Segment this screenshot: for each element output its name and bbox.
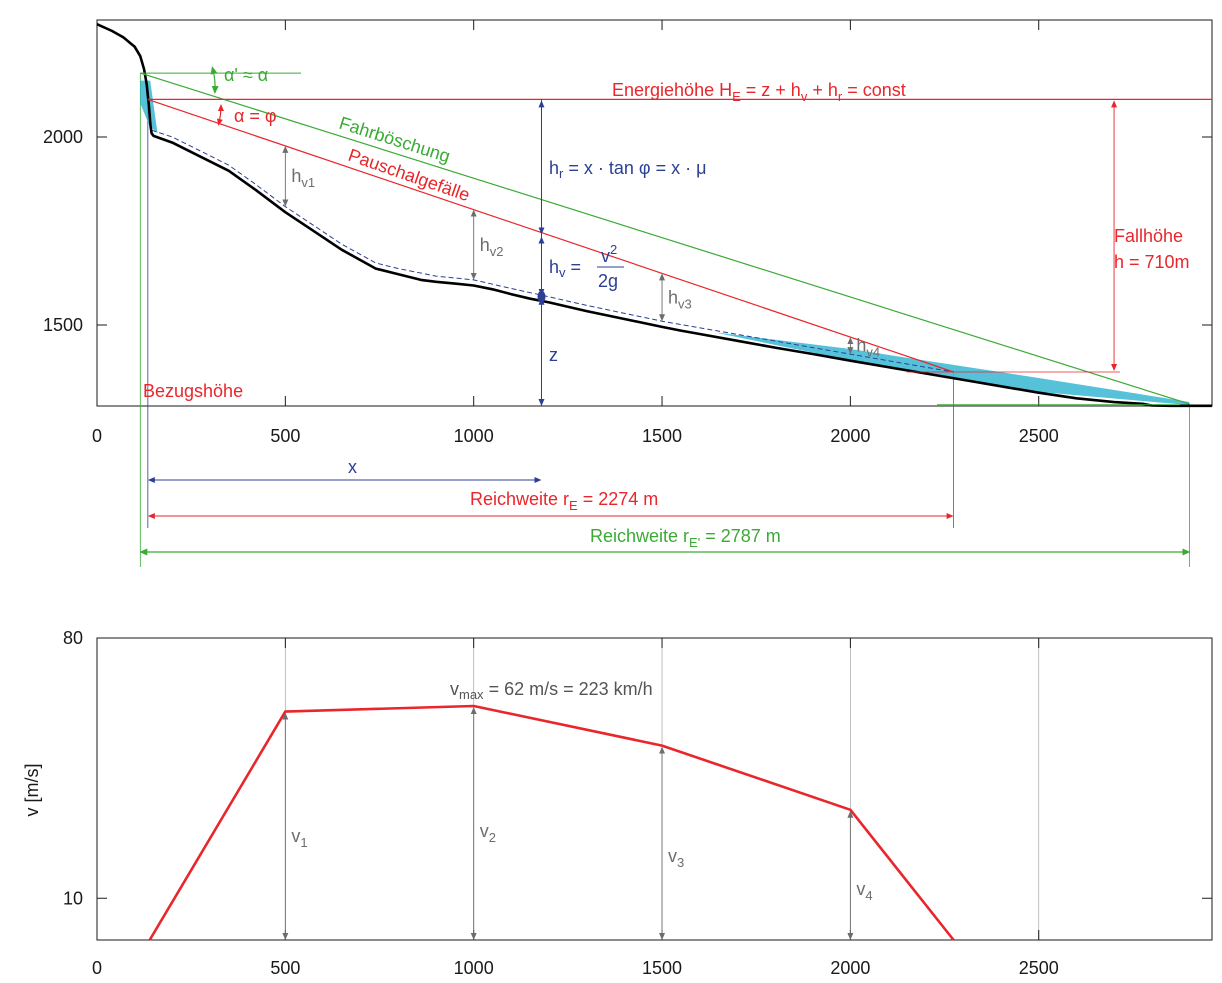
x-tick-label: 2500: [1019, 426, 1059, 446]
v-x-tick-label: 2500: [1019, 958, 1059, 978]
deposit-area: [718, 332, 1190, 406]
x-tick-label: 500: [270, 426, 300, 446]
fallhoehe-value: h = 710m: [1114, 252, 1190, 272]
velocity-panel: 0 500 1000 1500 2000 2500 10 80 v [m/s] v1 v2 v3 v4 v…: [22, 628, 1213, 978]
vmax-label: vmax = 62 m/s = 223 km/h: [450, 679, 653, 702]
alpha-prime-label: α' ≈ α: [224, 65, 268, 85]
x-tick-label: 2000: [830, 426, 870, 446]
v-x-tick-label: 500: [270, 958, 300, 978]
hv-label-1: hv1: [291, 166, 315, 190]
x-tick-label: 1000: [454, 426, 494, 446]
plot-frame: [96, 19, 1213, 407]
hv-label-3: hv3: [668, 287, 692, 311]
flow-centerline: [151, 129, 954, 373]
bezugshoehe-label: Bezugshöhe: [143, 381, 243, 401]
v-x-tick-label: 1500: [642, 958, 682, 978]
hv-label-4: hv4: [856, 336, 880, 360]
alpha-phi-label: α = φ: [234, 106, 277, 126]
x-tick-label: 1500: [642, 426, 682, 446]
v-x-tick-label: 0: [92, 958, 102, 978]
elevation-profile-panel: 0 500 1000 1500 2000 2500 1500 2000 hv1 hv2 hv3 hv4…: [43, 19, 1213, 567]
reichweite-e-label: Reichweite rE = 2274 m: [470, 489, 658, 513]
velocity-y-axis-label: v [m/s]: [22, 764, 42, 817]
energy-height-label: Energiehöhe HE = z + hv + hr = const: [612, 80, 906, 104]
x-tick-label: 0: [92, 426, 102, 446]
hv-formula: hv =: [549, 257, 581, 280]
v-label-4: v4: [856, 879, 872, 903]
fallhoehe-label: Fallhöhe: [1114, 226, 1183, 246]
v-label-2: v2: [480, 821, 496, 845]
alpha-phi-arc: [216, 104, 224, 126]
y-tick-label: 1500: [43, 315, 83, 335]
pauschalgefaelle-line: [147, 98, 954, 373]
velocity-line: [148, 704, 955, 941]
y-tick-label: 2000: [43, 127, 83, 147]
hv-label-2: hv2: [480, 235, 504, 259]
z-label: z: [549, 345, 558, 365]
x-distance-label: x: [348, 457, 357, 477]
v-x-tick-label: 2000: [830, 958, 870, 978]
hr-formula: hr = x · tan φ = x · μ: [549, 158, 706, 181]
v-label-1: v1: [291, 826, 307, 850]
reichweite-e-prime-label: Reichweite rE' = 2787 m: [590, 526, 781, 550]
alpha-prime-arc: [210, 66, 219, 94]
v-label-3: v3: [668, 846, 684, 870]
v-x-tick-label: 1000: [454, 958, 494, 978]
velocity-frame: [96, 637, 1213, 941]
hv-formula-numerator: v2: [601, 242, 617, 266]
fahrboeschung-line: [140, 72, 1190, 405]
v-y-tick-label: 10: [63, 888, 83, 908]
v-y-tick-label: 80: [63, 628, 83, 648]
terrain-profile: [96, 23, 1212, 408]
mass-point: [537, 290, 546, 303]
hv-formula-denominator: 2g: [598, 271, 618, 291]
